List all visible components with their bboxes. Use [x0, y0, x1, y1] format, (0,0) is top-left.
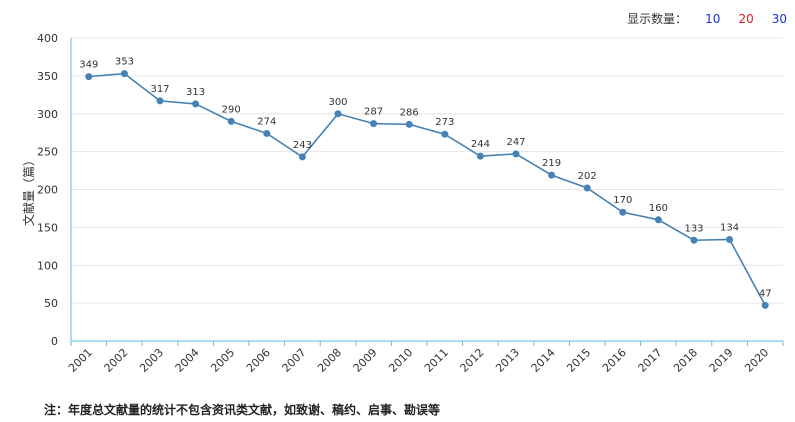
x-tick-label: 2005: [208, 346, 237, 375]
x-tick-label: 2014: [529, 346, 558, 375]
data-label: 300: [328, 97, 347, 108]
x-tick-label: 2013: [493, 346, 522, 375]
y-tick-label: 50: [44, 297, 58, 310]
x-tick-label: 2007: [280, 346, 309, 375]
y-tick-label: 150: [37, 221, 58, 234]
data-point[interactable]: [405, 120, 413, 128]
data-point[interactable]: [441, 130, 449, 138]
data-point[interactable]: [476, 152, 484, 160]
y-tick-label: 400: [37, 32, 58, 45]
y-tick-label: 250: [37, 146, 58, 159]
data-label: 313: [186, 87, 205, 98]
x-tick-label: 2018: [671, 346, 700, 375]
data-label: 133: [684, 223, 703, 234]
grid-layer: [71, 37, 783, 304]
data-label: 353: [115, 57, 134, 68]
data-label: 273: [435, 117, 454, 128]
y-axis-title: 文献量（篇）: [21, 154, 36, 226]
data-point[interactable]: [690, 236, 698, 244]
x-tick-label: 2010: [386, 346, 415, 375]
data-label: 286: [400, 107, 419, 118]
data-point[interactable]: [583, 184, 591, 192]
data-label: 170: [613, 195, 632, 206]
data-point[interactable]: [548, 171, 556, 179]
data-point[interactable]: [227, 117, 235, 125]
display-count-option-30[interactable]: 30: [771, 11, 787, 26]
data-label: 160: [649, 203, 668, 214]
data-label: 202: [578, 171, 597, 182]
x-tick-label: 2011: [422, 346, 451, 375]
data-label: 317: [150, 84, 169, 95]
x-tick-label: 2008: [315, 346, 344, 375]
data-label: 247: [506, 137, 525, 148]
data-point[interactable]: [761, 301, 769, 309]
data-point[interactable]: [619, 208, 627, 216]
display-count-option-10[interactable]: 10: [705, 11, 721, 26]
x-tick-label: 2004: [173, 346, 202, 375]
series-line: [88, 72, 766, 306]
data-label: 47: [759, 288, 772, 299]
y-tick-label: 0: [51, 335, 58, 348]
data-label: 243: [293, 140, 312, 151]
y-tick-label: 350: [37, 70, 58, 83]
series-layer: 349 353 317 313 290 274 243 300 287 286 273 244 247 2…: [79, 57, 772, 309]
data-point[interactable]: [156, 97, 164, 105]
data-point[interactable]: [654, 216, 662, 224]
x-tick-label: 2003: [137, 346, 166, 375]
data-point[interactable]: [120, 70, 128, 78]
data-point[interactable]: [263, 129, 271, 137]
data-label: 287: [364, 107, 383, 118]
x-tick-label: 2012: [458, 346, 487, 375]
x-tick-label: 2009: [351, 346, 380, 375]
x-tick-label: 2017: [636, 346, 665, 375]
x-tick-label: 2001: [66, 346, 95, 375]
data-point[interactable]: [726, 235, 734, 243]
y-tick-label: 100: [37, 259, 58, 272]
y-tick-label: 200: [37, 184, 58, 197]
data-point[interactable]: [334, 110, 342, 118]
data-label: 274: [257, 116, 276, 127]
x-tick-label: 2020: [742, 346, 771, 375]
display-count-label: 显示数量：: [627, 12, 688, 26]
x-tick-label: 2019: [707, 346, 736, 375]
data-label: 219: [542, 158, 561, 169]
x-tick-label: 2002: [102, 346, 131, 375]
axis-layer: 0 50 100 150 200 250 300 350 400 2001 2002 2003 2004…: [37, 32, 784, 375]
data-point[interactable]: [512, 150, 520, 158]
line-chart: 0 50 100 150 200 250 300 350 400 2001 2002 2003 2004…: [21, 32, 784, 375]
x-tick-label: 2015: [564, 346, 593, 375]
data-point[interactable]: [370, 120, 378, 128]
data-label: 134: [720, 222, 739, 233]
data-label: 244: [471, 139, 490, 150]
data-label: 290: [222, 104, 241, 115]
display-count-option-20[interactable]: 20: [738, 11, 754, 26]
data-point[interactable]: [192, 100, 200, 108]
x-tick-label: 2016: [600, 346, 629, 375]
y-tick-label: 300: [37, 108, 58, 121]
data-label: 349: [79, 60, 98, 71]
data-point[interactable]: [85, 73, 93, 81]
footnote: 注：年度总文献量的统计不包含资讯类文献，如致谢、稿约、启事、勘误等: [44, 403, 441, 417]
x-tick-label: 2006: [244, 346, 273, 375]
data-point[interactable]: [298, 153, 306, 161]
display-count-selector: 显示数量： 10 20 30: [627, 10, 787, 27]
